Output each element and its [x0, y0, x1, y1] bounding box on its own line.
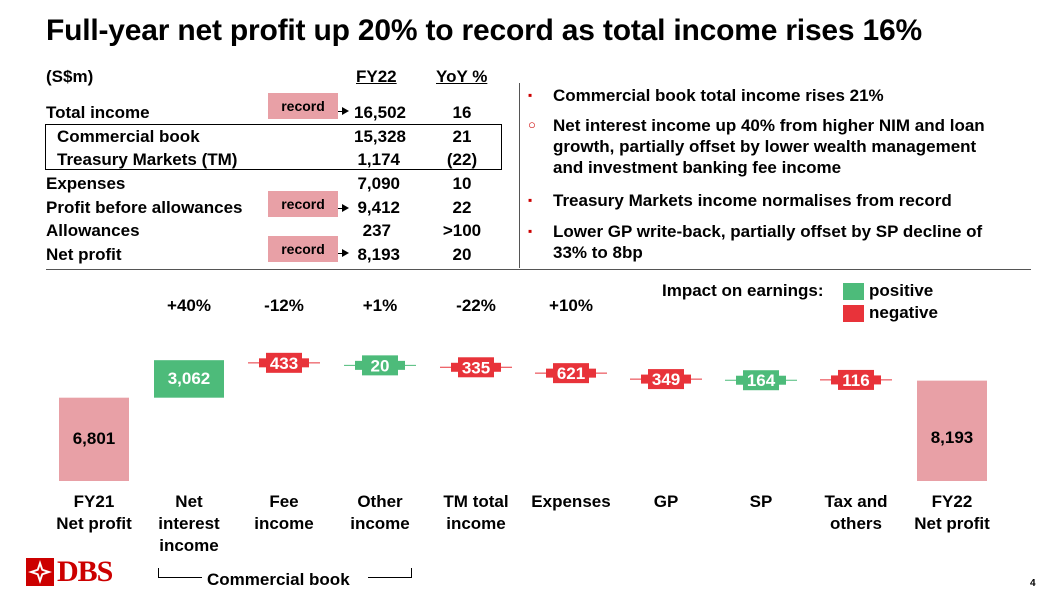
record-tag: record [268, 236, 338, 262]
row-fy: 7,090 [357, 174, 400, 193]
bar-fy22-net-profit [917, 380, 987, 481]
record-tag: record [268, 93, 338, 119]
bullet-text: Lower GP write-back, partially offset by… [553, 222, 983, 262]
bracket-left [158, 568, 202, 578]
row-fy: 16,502 [354, 103, 406, 122]
record-arrow-head [342, 204, 349, 212]
bracket-right [368, 568, 412, 578]
row-fy: 8,193 [357, 245, 400, 264]
row-label: Expenses [46, 174, 126, 193]
row-fy: 1,174 [357, 150, 400, 169]
legend-title: Impact on earnings: [662, 281, 824, 300]
record-arrow [338, 253, 344, 254]
x-axis-label: Expenses [531, 492, 611, 511]
bar-value-tag [743, 370, 779, 391]
dbs-logo: DBS [26, 555, 113, 589]
x-axis-label: Fee income [254, 492, 314, 533]
x-axis-label: Tax and others [824, 492, 888, 533]
legend-swatch-positive [843, 283, 864, 300]
x-axis-label: FY21 Net profit [56, 492, 132, 533]
bar-value-label: 164 [747, 371, 776, 390]
bar-fy21-net-profit [59, 397, 129, 481]
slide-title: Full-year net profit up 20% to record as… [46, 14, 922, 47]
row-yoy: 16 [452, 103, 472, 122]
record-arrow-head [342, 107, 349, 115]
row-fy: 237 [362, 221, 391, 240]
bar-value-label: 3,062 [167, 368, 211, 388]
legend-label-positive: positive [869, 281, 934, 300]
row-yoy: 20 [452, 245, 472, 264]
legend-label-negative: negative [869, 303, 938, 322]
bullet-text: Treasury Markets income normalises from … [553, 191, 952, 210]
bullet-marker: ▪ [528, 224, 533, 238]
logo-text: DBS [57, 555, 113, 588]
unit-label: (S$m) [46, 67, 94, 86]
row-label: Allowances [46, 221, 140, 240]
commercial-tm-box [45, 124, 502, 170]
row-yoy: >100 [442, 221, 482, 240]
row-label: Net profit [46, 245, 122, 264]
row-label: Commercial book [57, 127, 200, 146]
bar-value-tag [553, 363, 589, 384]
bar-value-tag [648, 369, 684, 390]
x-axis-label: SP [749, 492, 773, 511]
row-yoy: 10 [452, 174, 472, 193]
bullet-text: Commercial book total income rises 21% [553, 86, 884, 105]
bar-value-label: 20 [371, 356, 390, 375]
record-arrow [338, 111, 344, 112]
pct-change-label: +1% [362, 296, 398, 315]
bar-value-tag [362, 355, 398, 376]
record-tag: record [268, 191, 338, 217]
bullet-text: Net interest income up 40% from higher N… [553, 116, 985, 177]
bullet-marker: ▪ [528, 88, 533, 102]
x-axis-label: TM total income [443, 492, 509, 533]
commercial-book-label: Commercial book [207, 570, 350, 589]
x-axis-label: Other income [350, 492, 410, 533]
bar-value-tag [266, 352, 302, 373]
bar-value-label: 433 [270, 354, 298, 373]
row-label: Treasury Markets (TM) [57, 150, 238, 169]
dbs-star-icon [26, 558, 54, 586]
legend-swatch-negative [843, 305, 864, 322]
row-fy: 15,328 [354, 127, 406, 146]
fy-header: FY22 [356, 67, 397, 86]
record-arrow-head [342, 249, 349, 257]
vertical-divider [519, 83, 520, 268]
bar-value-label: 6,801 [72, 428, 116, 448]
pct-change-label: +40% [167, 296, 211, 315]
row-label: Total income [46, 103, 150, 122]
bar-value-label: 621 [557, 364, 585, 383]
bullet-marker: ○ [528, 117, 536, 132]
row-yoy: 22 [452, 198, 472, 217]
record-arrow [338, 208, 344, 209]
row-fy: 9,412 [357, 198, 400, 217]
bar-value-tag [458, 357, 494, 378]
x-axis-label: GP [653, 492, 679, 511]
horizontal-divider [46, 269, 1031, 270]
bar-value-label: 335 [462, 358, 490, 377]
x-axis-label: FY22 Net profit [914, 492, 990, 533]
row-yoy: 21 [452, 127, 472, 146]
bar-value-label: 349 [652, 370, 680, 389]
pct-change-label: -12% [264, 296, 304, 315]
bar-net-interest-income [154, 360, 224, 398]
yoy-header: YoY % [436, 67, 488, 86]
bullet-marker: ▪ [528, 193, 533, 207]
bar-value-label: 8,193 [930, 427, 974, 447]
page-number: 4 [1030, 578, 1036, 589]
pct-change-label: +10% [549, 296, 593, 315]
row-label: Profit before allowances [46, 198, 243, 217]
row-yoy: (22) [446, 150, 478, 169]
bar-value-tag [838, 369, 874, 390]
pct-change-label: -22% [456, 296, 496, 315]
bar-value-label: 116 [842, 371, 869, 390]
x-axis-label: Net interest income [158, 492, 220, 555]
